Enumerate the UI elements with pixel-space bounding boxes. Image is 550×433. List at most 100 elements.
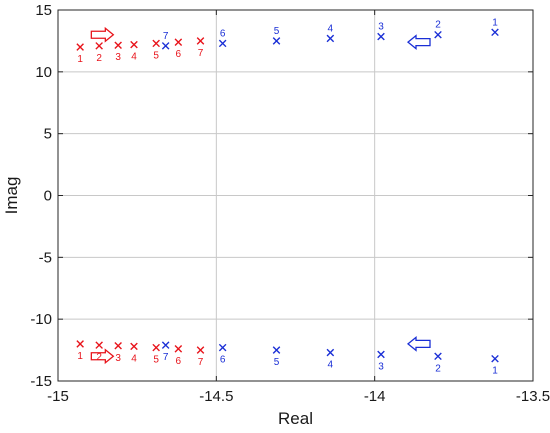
x-marker <box>174 345 183 353</box>
data-point: 6 <box>218 28 227 48</box>
data-point: 4 <box>326 23 335 43</box>
point-label: 5 <box>153 355 159 366</box>
point-label: 1 <box>492 366 498 377</box>
x-marker <box>491 28 499 37</box>
point-label: 1 <box>492 17 498 28</box>
y-tick-label: 10 <box>35 64 52 81</box>
data-point: 3 <box>114 341 122 364</box>
x-marker <box>434 30 442 39</box>
x-marker <box>196 37 205 45</box>
x-marker <box>326 34 335 43</box>
point-label: 7 <box>163 352 169 363</box>
x-marker <box>95 42 103 50</box>
data-point: 1 <box>491 17 499 37</box>
x-marker <box>434 352 442 361</box>
x-marker <box>196 346 205 354</box>
direction-arrow <box>90 348 115 365</box>
data-point: 6 <box>218 343 227 366</box>
data-point: 6 <box>174 345 183 367</box>
data-point: 4 <box>130 40 138 63</box>
data-point: 2 <box>434 20 442 39</box>
x-marker <box>218 39 227 48</box>
data-point: 2 <box>95 42 103 64</box>
data-point: 7 <box>196 37 205 59</box>
data-point: 6 <box>174 38 183 60</box>
point-label: 5 <box>274 357 280 368</box>
x-marker <box>114 41 122 50</box>
point-label: 3 <box>115 353 121 364</box>
x-marker <box>377 32 385 41</box>
x-tick-label: -14 <box>364 388 386 405</box>
point-label: 7 <box>163 31 169 42</box>
data-point: 1 <box>491 354 499 377</box>
point-label: 3 <box>378 22 384 33</box>
x-marker <box>76 340 84 348</box>
direction-arrow <box>406 34 431 51</box>
point-label: 6 <box>220 28 226 39</box>
data-point: 5 <box>272 346 281 368</box>
x-marker <box>272 346 281 354</box>
data-point: 7 <box>161 341 170 363</box>
point-label: 4 <box>328 23 334 34</box>
point-label: 5 <box>153 50 159 61</box>
point-label: 7 <box>198 48 204 59</box>
data-point: 5 <box>152 343 160 366</box>
point-label: 3 <box>378 361 384 372</box>
x-marker <box>161 42 170 50</box>
point-label: 5 <box>274 26 280 37</box>
y-tick-label: -10 <box>30 311 52 328</box>
point-label: 4 <box>131 52 137 63</box>
y-tick-label: -15 <box>30 373 52 390</box>
point-label: 2 <box>96 352 102 363</box>
direction-arrow <box>406 336 431 352</box>
data-point: 5 <box>152 39 160 61</box>
x-marker <box>161 341 170 349</box>
point-label: 4 <box>131 353 137 364</box>
x-marker <box>152 39 160 48</box>
y-tick-label: 5 <box>44 126 52 143</box>
y-axis-label: Imag <box>2 177 21 215</box>
data-point: 1 <box>76 43 84 65</box>
x-tick-label: -14.5 <box>199 388 233 405</box>
data-point: 7 <box>196 346 205 368</box>
x-axis-label: Real <box>278 409 313 428</box>
data-point: 3 <box>377 350 385 372</box>
x-tick-label: -13.5 <box>516 388 550 405</box>
point-label: 2 <box>435 20 441 31</box>
arrow-annotations <box>90 26 431 365</box>
x-marker <box>152 343 160 352</box>
data-point: 1 <box>76 340 84 362</box>
x-marker <box>377 350 385 359</box>
point-label: 3 <box>115 52 121 63</box>
point-label: 2 <box>435 363 441 374</box>
x-marker <box>272 37 281 45</box>
data-point: 2 <box>434 352 442 374</box>
data-point: 3 <box>114 41 122 63</box>
x-marker <box>130 342 138 351</box>
point-label: 1 <box>77 351 83 362</box>
x-marker <box>174 38 183 46</box>
data-point: 4 <box>130 342 138 364</box>
point-label: 4 <box>328 360 334 371</box>
data-point: 2 <box>95 341 103 363</box>
direction-arrow <box>90 26 115 43</box>
point-label: 2 <box>96 53 102 64</box>
x-marker <box>76 43 84 51</box>
x-marker <box>95 341 103 349</box>
x-marker <box>326 348 335 357</box>
point-label: 6 <box>176 49 182 60</box>
point-label: 7 <box>198 357 204 368</box>
data-point: 3 <box>377 22 385 41</box>
y-tick-label: -5 <box>39 249 52 266</box>
point-label: 1 <box>77 54 83 65</box>
y-tick-label: 15 <box>35 2 52 19</box>
x-marker <box>130 40 138 49</box>
point-label: 6 <box>220 355 226 366</box>
data-point: 7 <box>161 31 170 50</box>
x-marker <box>218 343 227 352</box>
data-point: 4 <box>326 348 335 371</box>
x-marker <box>114 341 122 350</box>
point-label: 6 <box>176 356 182 367</box>
